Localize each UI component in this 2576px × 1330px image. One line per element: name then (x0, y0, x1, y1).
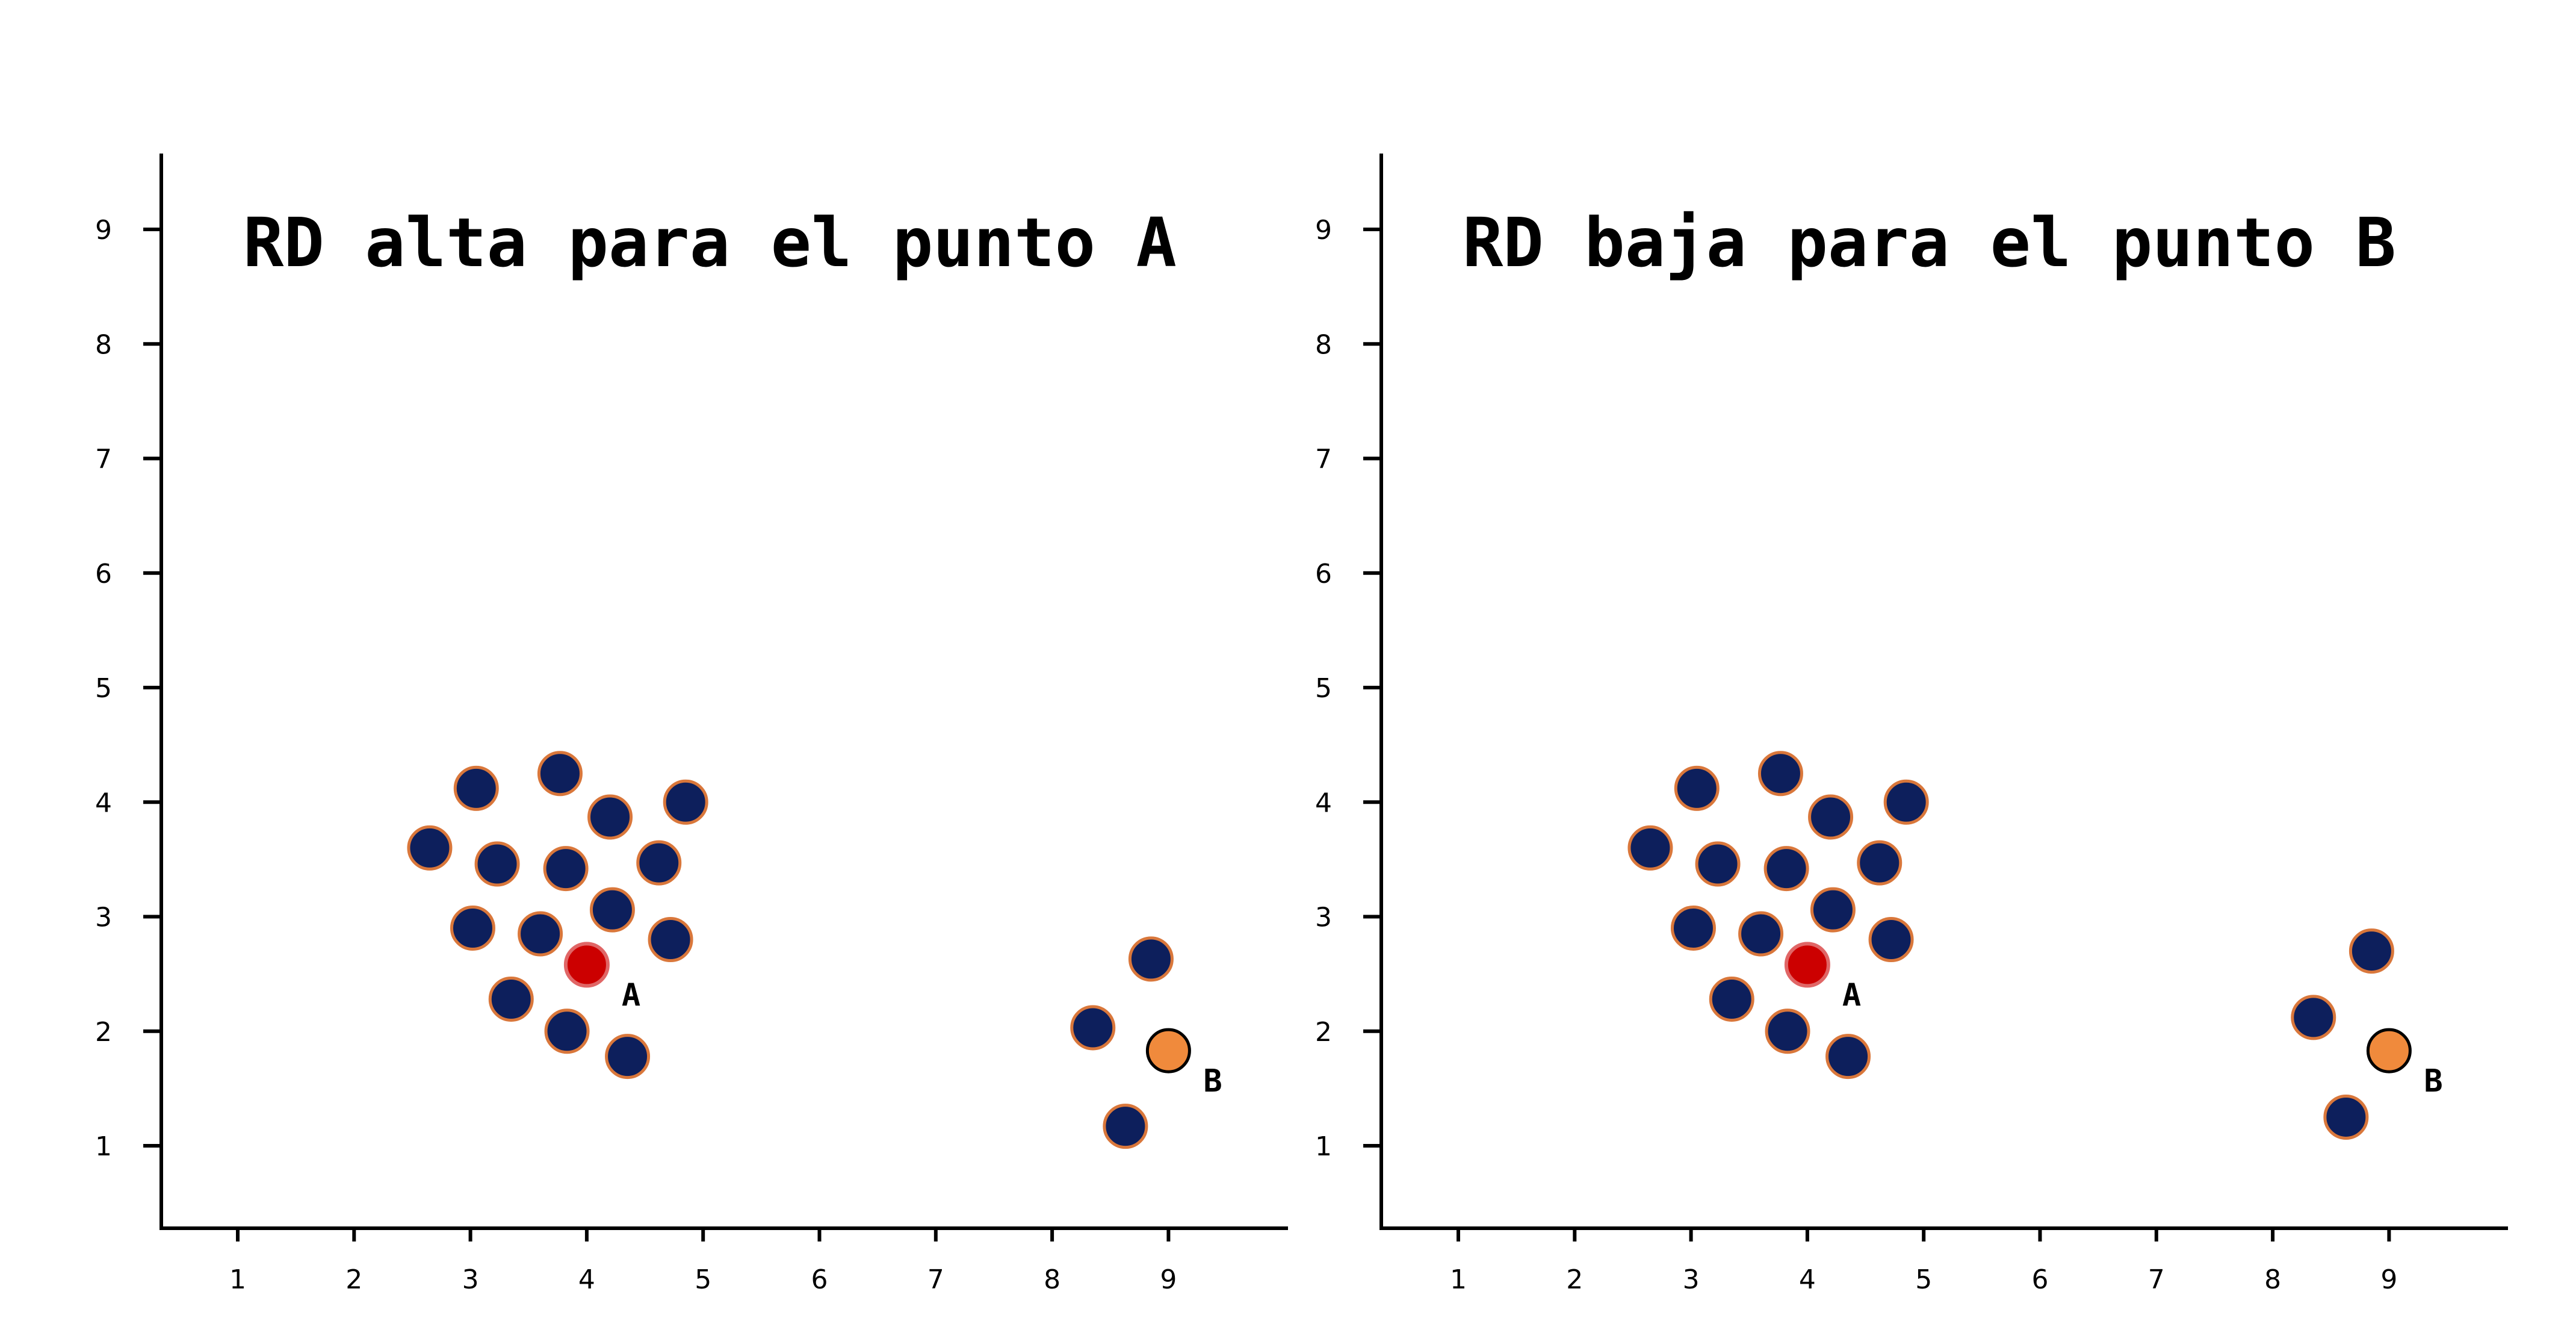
y-tick-label-left: 6 (95, 559, 112, 589)
scatter-point (537, 751, 583, 797)
y-tick-label-left: 9 (95, 215, 112, 246)
point-b-label: B (2424, 1063, 2442, 1099)
chart-title-left: RD alta para el punto A (243, 204, 1177, 282)
scatter-point (648, 917, 693, 963)
scatter-point (543, 846, 589, 892)
y-tick-label-left: 2 (95, 1017, 112, 1048)
point-b-label: B (1203, 1063, 1222, 1099)
y-tick-label-right: 9 (1315, 215, 1332, 246)
scatter-point (450, 906, 495, 951)
x-tick-label-left: 6 (811, 1264, 828, 1295)
scatter-point (2348, 928, 2394, 974)
scatter-point (2323, 1094, 2369, 1140)
scatter-point (1868, 917, 1914, 963)
y-tick-label-left: 5 (95, 673, 112, 704)
scatter-point (1765, 1008, 1810, 1054)
scatter-point (1825, 1034, 1871, 1080)
y-tick-label-right: 7 (1315, 444, 1332, 475)
x-tick-label-right: 6 (2032, 1264, 2049, 1295)
y-tick-label-right: 2 (1315, 1017, 1332, 1048)
scatter-point (1627, 825, 1673, 871)
scatter-point (1808, 794, 1854, 840)
scatter-point (605, 1034, 651, 1080)
scatter-point (518, 911, 563, 957)
scatter-point (1709, 976, 1754, 1022)
y-tick-label-right: 1 (1315, 1131, 1332, 1162)
x-tick-label-left: 4 (578, 1264, 595, 1295)
y-tick-label-right: 6 (1315, 559, 1332, 589)
scatter-point (1757, 751, 1803, 797)
y-tick-label-left: 7 (95, 444, 112, 475)
scatter-point (1763, 846, 1809, 892)
y-tick-label-right: 5 (1315, 673, 1332, 704)
x-tick-label-left: 8 (1044, 1264, 1060, 1295)
point-a-marker (1784, 942, 1830, 988)
y-tick-label-right: 3 (1315, 903, 1332, 933)
scatter-point (587, 794, 633, 840)
y-tick-label-right: 4 (1315, 788, 1332, 818)
scatter-point (1857, 840, 1903, 886)
scatter-point (636, 840, 682, 886)
scatter-point (1070, 1005, 1116, 1051)
x-tick-label-right: 5 (1915, 1264, 1932, 1295)
scatter-point (1883, 779, 1929, 825)
scatter-point (474, 841, 520, 887)
point-a-marker (563, 942, 610, 988)
scatter-point (1810, 887, 1856, 933)
x-tick-label-right: 1 (1450, 1264, 1467, 1295)
y-tick-label-left: 4 (95, 788, 112, 818)
chart-panel-right: 1 2 3 4 5 6 7 8 9 1 2 3 4 5 6 7 8 9 A B RD baja para el punt… (1315, 154, 2508, 1295)
point-a-label: A (622, 977, 640, 1013)
x-tick-label-right: 2 (1566, 1264, 1583, 1295)
y-tick-label-left: 3 (95, 903, 112, 933)
scatter-point (488, 976, 534, 1022)
x-tick-label-right: 9 (2380, 1264, 2397, 1295)
y-tick-label-right: 8 (1315, 329, 1332, 360)
x-tick-label-left: 3 (462, 1264, 479, 1295)
scatter-point (407, 825, 453, 871)
x-tick-label-right: 4 (1799, 1264, 1816, 1295)
scatter-point (453, 765, 499, 811)
scatter-point (663, 779, 708, 825)
scatter-point (1695, 841, 1741, 887)
x-tick-label-left: 5 (695, 1264, 711, 1295)
scatter-point (1128, 936, 1174, 982)
x-tick-label-right: 7 (2148, 1264, 2165, 1295)
y-tick-label-left: 1 (95, 1131, 112, 1162)
point-b-marker (2366, 1028, 2412, 1074)
x-tick-label-right: 3 (1683, 1264, 1700, 1295)
scatter-point (1103, 1104, 1148, 1149)
scatter-point (544, 1008, 590, 1054)
scatter-point (1738, 911, 1784, 957)
x-tick-label-left: 9 (1160, 1264, 1177, 1295)
y-tick-label-left: 8 (95, 329, 112, 360)
chart-panel-left: 1 2 3 4 5 6 7 8 9 1 2 3 4 5 6 7 8 9 A B RD alta para el punt… (95, 154, 1288, 1295)
x-tick-label-right: 8 (2264, 1264, 2281, 1295)
x-tick-label-left: 7 (927, 1264, 944, 1295)
scatter-point (1670, 906, 1716, 951)
point-a-label: A (1842, 977, 1861, 1013)
x-tick-label-left: 2 (345, 1264, 362, 1295)
point-b-marker (1145, 1028, 1191, 1074)
chart-title-right: RD baja para el punto B (1463, 204, 2396, 282)
scatter-point (589, 887, 635, 933)
scatter-point (1674, 765, 1720, 811)
scatter-point (2291, 995, 2336, 1040)
x-tick-label-left: 1 (229, 1264, 246, 1295)
